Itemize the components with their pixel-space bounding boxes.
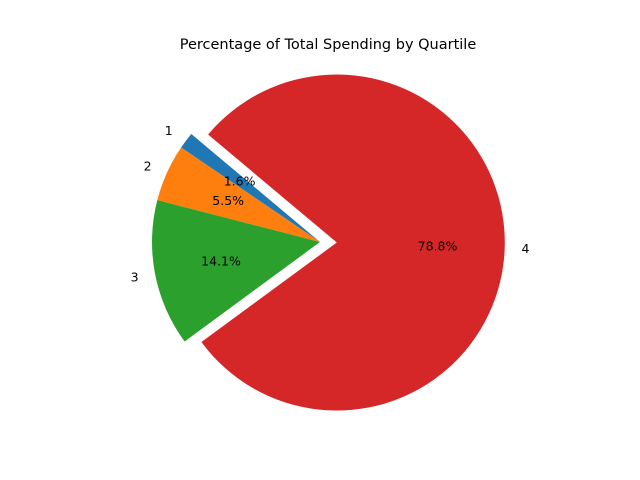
slice-percent-label: 1.6% (224, 174, 256, 189)
pie-labels: 1 1.6% 2 5.5% 3 14.1% 4 78.8% (131, 123, 530, 285)
pie-slices (152, 74, 505, 411)
chart-title: Percentage of Total Spending by Quartile (180, 37, 477, 53)
pie-slice-4 (201, 74, 505, 411)
slice-category-label: 2 (144, 158, 152, 173)
slice-percent-label: 14.1% (201, 254, 241, 269)
slice-category-label: 3 (131, 270, 139, 285)
pie-slice-1 (181, 134, 320, 242)
pie-slice-2 (157, 147, 320, 242)
slice-percent-label: 5.5% (212, 193, 244, 208)
pie-slice-3 (152, 200, 320, 342)
slice-percent-label: 78.8% (418, 238, 458, 253)
slice-category-label: 1 (165, 123, 173, 138)
slice-category-label: 4 (521, 241, 529, 256)
